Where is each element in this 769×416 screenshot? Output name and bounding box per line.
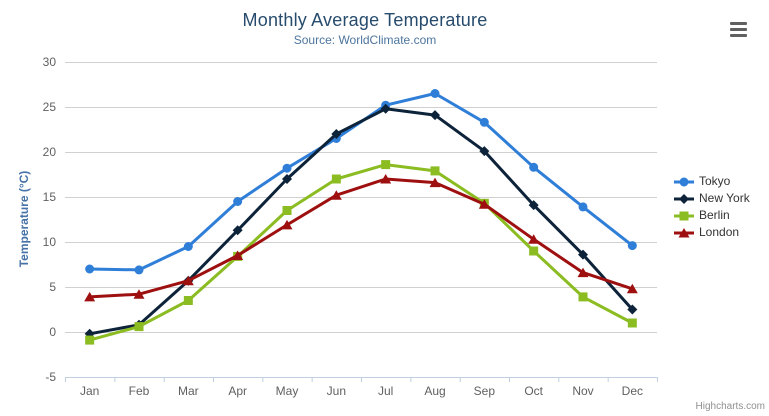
y-axis-label-5: 5: [49, 280, 56, 294]
data-point-marker[interactable]: [679, 193, 689, 204]
data-point-marker[interactable]: [479, 117, 489, 127]
series-london[interactable]: [84, 174, 638, 302]
export-menu-button[interactable]: [730, 18, 752, 40]
x-axis-label-apr: Apr: [228, 384, 247, 398]
data-point-marker[interactable]: [282, 206, 292, 215]
x-axis-label-sep: Sep: [474, 384, 496, 398]
legend-item-berlin[interactable]: Berlin: [674, 209, 750, 222]
data-point-marker[interactable]: [627, 304, 638, 315]
data-point-marker[interactable]: [529, 246, 539, 256]
data-point-marker[interactable]: [429, 177, 441, 188]
data-point-marker[interactable]: [331, 129, 342, 139]
data-point-marker[interactable]: [578, 292, 588, 302]
legend-marker-square-icon: [674, 211, 694, 220]
legend-item-new-york[interactable]: New York: [674, 192, 750, 205]
data-point-marker[interactable]: [678, 227, 690, 238]
data-point-marker[interactable]: [134, 265, 144, 275]
x-axis-label-jul: Jul: [378, 384, 393, 398]
data-point-marker[interactable]: [381, 160, 391, 170]
x-axis-label-nov: Nov: [572, 384, 593, 398]
chart-subtitle: Source: WorldClimate.com: [293, 33, 437, 47]
x-axis-label-aug: Aug: [424, 384, 445, 398]
legend-label: London: [699, 225, 740, 239]
y-axis-label--5: -5: [45, 370, 56, 384]
legend-label: New York: [699, 191, 750, 205]
data-point-marker[interactable]: [380, 103, 391, 114]
data-point-marker[interactable]: [183, 296, 193, 305]
x-axis-label-dec: Dec: [622, 384, 643, 398]
data-point-marker[interactable]: [233, 197, 243, 206]
data-point-marker[interactable]: [330, 190, 342, 200]
data-point-marker[interactable]: [578, 249, 588, 260]
data-point-marker[interactable]: [85, 264, 95, 274]
x-axis-label-may: May: [276, 384, 299, 398]
data-point-marker[interactable]: [627, 318, 637, 328]
legend-marker-diamond-icon: [674, 193, 694, 204]
series-tokyo[interactable]: [85, 89, 637, 275]
legend-label: Tokyo: [699, 174, 731, 188]
legend-marker-circle-icon: [674, 177, 694, 186]
data-point-marker[interactable]: [281, 219, 293, 230]
y-axis-label-15: 15: [43, 190, 57, 204]
data-point-marker[interactable]: [232, 225, 243, 236]
highcharts-credit[interactable]: Highcharts.com: [695, 401, 765, 412]
data-point-marker[interactable]: [478, 199, 490, 209]
y-axis-label-30: 30: [43, 55, 57, 69]
legend-label: Berlin: [699, 208, 730, 222]
data-point-marker[interactable]: [84, 291, 96, 302]
data-point-marker[interactable]: [85, 335, 95, 345]
x-axis-label-mar: Mar: [178, 384, 199, 398]
data-point-marker[interactable]: [626, 283, 638, 294]
data-point-marker[interactable]: [430, 89, 440, 98]
x-axis-label-jan: Jan: [80, 384, 99, 398]
series-line-london[interactable]: [88, 177, 634, 299]
data-point-marker[interactable]: [529, 162, 539, 172]
chart-title: Monthly Average Temperature: [242, 10, 488, 30]
data-point-marker[interactable]: [232, 250, 244, 261]
data-point-marker[interactable]: [479, 146, 490, 157]
y-axis-label-10: 10: [43, 235, 57, 249]
data-point-marker[interactable]: [282, 163, 292, 173]
data-point-marker[interactable]: [331, 174, 341, 184]
series-line-berlin[interactable]: [88, 163, 634, 342]
series-new-york[interactable]: [84, 103, 638, 339]
data-point-marker[interactable]: [627, 241, 637, 251]
data-point-marker[interactable]: [133, 289, 145, 299]
data-point-marker[interactable]: [380, 174, 392, 184]
series-line-new-york[interactable]: [88, 107, 634, 336]
data-point-marker[interactable]: [528, 200, 539, 211]
data-point-marker[interactable]: [134, 322, 144, 332]
x-axis-label-feb: Feb: [129, 384, 150, 398]
x-axis-label-jun: Jun: [327, 384, 346, 398]
data-point-marker[interactable]: [430, 166, 440, 176]
data-point-marker[interactable]: [528, 234, 540, 244]
legend-marker-triangle-icon: [674, 227, 694, 238]
data-point-marker[interactable]: [282, 174, 292, 184]
data-point-marker[interactable]: [182, 275, 194, 286]
y-axis-label-25: 25: [43, 100, 57, 114]
data-point-marker[interactable]: [430, 110, 440, 121]
y-axis-label-20: 20: [43, 145, 57, 159]
legend-item-london[interactable]: London: [674, 226, 750, 239]
data-point-marker[interactable]: [183, 242, 193, 251]
data-point-marker[interactable]: [577, 267, 589, 278]
data-point-marker[interactable]: [578, 202, 588, 212]
data-point-marker[interactable]: [679, 211, 689, 220]
legend: Tokyo New York Berlin London: [674, 175, 750, 239]
legend-item-tokyo[interactable]: Tokyo: [674, 175, 750, 188]
data-point-marker[interactable]: [679, 177, 689, 186]
y-axis-label-0: 0: [49, 325, 56, 339]
x-axis-label-oct: Oct: [524, 384, 543, 398]
